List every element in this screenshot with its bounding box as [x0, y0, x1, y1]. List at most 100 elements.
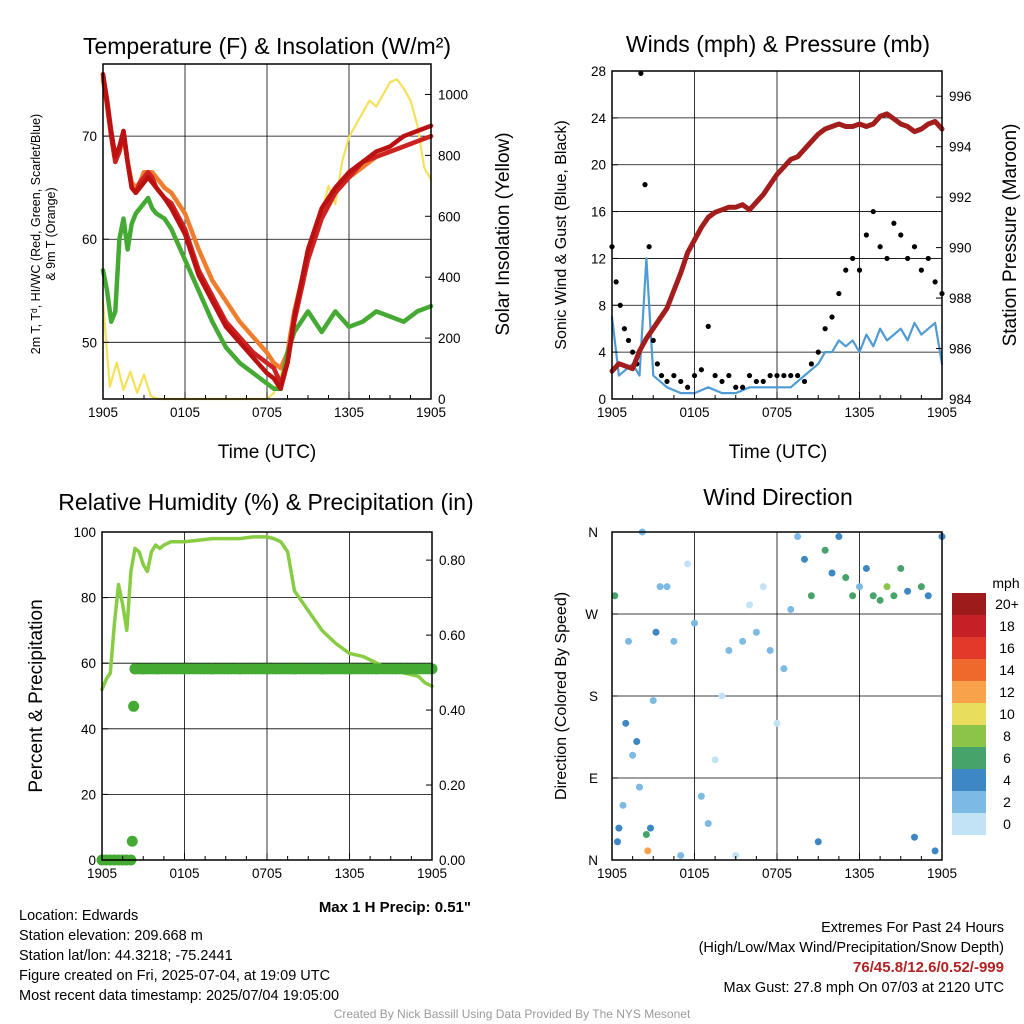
gust-point [774, 372, 780, 379]
legend-swatch [952, 659, 986, 681]
x-tick-label: 1305 [844, 405, 874, 420]
x-tick-label: 1305 [334, 866, 364, 881]
gust-point [625, 337, 632, 344]
gust-point [856, 267, 863, 273]
humidity-series [96, 535, 438, 866]
direction-point [856, 583, 863, 591]
temp-series-dew-point [100, 195, 434, 391]
direction-panel: Wind Direction 1905 0105 0705 1305 1905NESWN… [553, 484, 1020, 881]
direction-point [644, 847, 652, 855]
direction-point [807, 592, 815, 600]
temperature-ylabel-left-2: & 9m T (Orange) [44, 187, 58, 280]
speed-legend: 20+ 18 16 14 12 10 8 6 4 2 0 [952, 593, 1019, 835]
gust-point [760, 378, 766, 385]
direction-point [611, 592, 619, 600]
gust-point [836, 290, 842, 297]
winds-grid [612, 71, 942, 399]
gust-point [705, 323, 711, 329]
y-tick-label: 0 [598, 392, 606, 407]
x-tick-label: 0705 [762, 866, 792, 881]
gust-point [781, 372, 787, 379]
gust-point [877, 244, 883, 250]
y-tick-label: 60 [81, 656, 96, 671]
temperature-series [100, 72, 434, 401]
direction-point [780, 665, 788, 673]
gust-point [795, 372, 801, 379]
gust-point [891, 220, 897, 226]
direction-point [759, 583, 767, 591]
winds-title: Winds (mph) & Pressure (mb) [626, 31, 930, 57]
y2-tick-label: 984 [949, 392, 972, 407]
y2-tick-label: 0.40 [439, 703, 465, 718]
y2-tick-label: 1000 [438, 87, 468, 102]
precip-point [126, 835, 138, 847]
direction-point [835, 533, 843, 541]
direction-point [773, 719, 781, 727]
extremes-subtitle: (High/Low/Max Wind/Precipitation/Snow De… [698, 940, 1004, 956]
direction-point [787, 605, 795, 613]
gust-point [746, 372, 753, 379]
direction-point [814, 838, 822, 846]
direction-point [931, 847, 939, 855]
y-tick-label: 0 [88, 853, 96, 868]
y-tick-label: 50 [82, 335, 97, 350]
legend-label: 4 [1003, 772, 1011, 788]
y-tick-label: 4 [598, 345, 606, 360]
x-tick-label: 0105 [169, 866, 199, 881]
y-tick-label: 20 [81, 787, 96, 802]
legend-swatch [952, 637, 986, 659]
x-tick-label: 1905 [927, 405, 957, 420]
x-tick-label: 1905 [927, 866, 957, 881]
gust-point [691, 372, 698, 379]
direction-point [876, 596, 884, 604]
y-tick-label: 40 [81, 722, 96, 737]
gust-point [829, 314, 835, 320]
humidity-grid [102, 532, 432, 860]
gust-point [801, 378, 808, 385]
direction-point [647, 824, 654, 832]
station-latlon: Station lat/lon: 44.3218; -75.2441 [19, 948, 233, 964]
legend-swatch [952, 615, 986, 637]
speed-legend-title: mph [992, 575, 1019, 591]
temperature-ylabel-right: Solar Insolation (Yellow) [493, 132, 514, 335]
gust-point [863, 232, 869, 238]
precip-point [128, 700, 140, 712]
legend-swatch [952, 703, 986, 725]
winds-xlabel: Time (UTC) [729, 442, 828, 463]
legend-swatch [952, 747, 986, 769]
gust-point [850, 255, 856, 262]
station-info: Location: Edwards Station elevation: 209… [19, 906, 339, 1006]
direction-point [842, 574, 850, 582]
direction-point [642, 830, 650, 838]
legend-swatch [952, 593, 986, 615]
legend-swatch [952, 791, 986, 813]
direction-point [691, 619, 698, 627]
relative-humidity-line [100, 535, 434, 692]
humidity-ylabel-left: Percent & Precipitation [26, 599, 47, 792]
direction-point [849, 592, 857, 600]
gust-point [788, 372, 794, 379]
gust-point [698, 367, 704, 373]
y2-tick-label: 0.20 [439, 778, 465, 793]
gust-point [815, 349, 821, 355]
winds-series [609, 70, 945, 395]
direction-point [622, 719, 630, 727]
direction-point [746, 601, 753, 609]
gust-point [932, 279, 938, 285]
gust-point [678, 378, 684, 385]
legend-label: 12 [999, 684, 1015, 700]
y2-tick-label: 988 [949, 291, 972, 306]
x-tick-label: 1305 [334, 405, 364, 420]
x-tick-label: 0105 [679, 405, 709, 420]
sonic-wind-line [610, 257, 944, 395]
temp-series-hi-wc [100, 72, 434, 391]
gust-point [726, 372, 732, 379]
legend-label: 2 [1003, 794, 1011, 810]
y-tick-label: 28 [591, 64, 606, 79]
y2-tick-label: 0.80 [439, 553, 465, 568]
humidity-title: Relative Humidity (%) & Precipitation (i… [58, 489, 473, 515]
gust-point [898, 232, 904, 238]
direction-point [614, 838, 621, 846]
